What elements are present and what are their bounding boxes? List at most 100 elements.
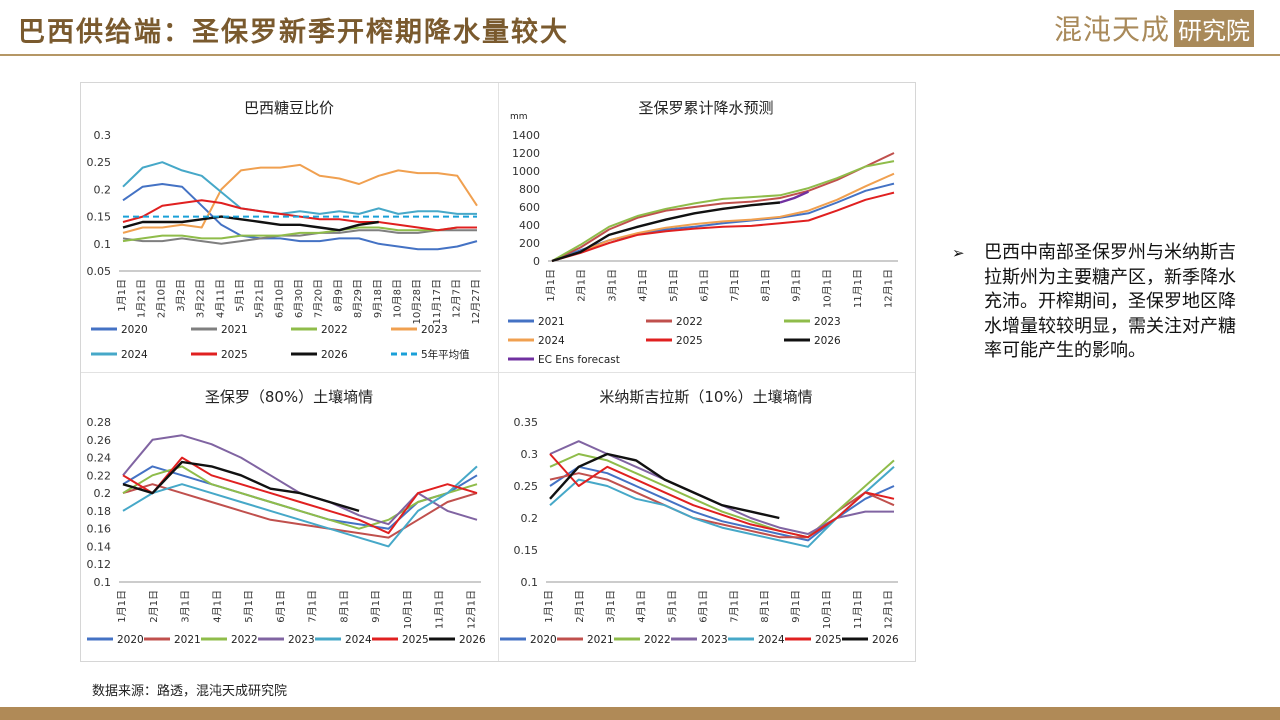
series-line-2026 <box>551 201 781 263</box>
series-line-2022 <box>549 453 895 539</box>
x-tick-label: 5月1日 <box>668 269 680 302</box>
legend-label: 2024 <box>758 634 785 646</box>
x-tick-label: 7月20日 <box>313 279 325 318</box>
x-tick-label: 8月9日 <box>332 279 344 312</box>
legend-label: 2023 <box>814 316 841 328</box>
series-line-2025 <box>549 453 895 539</box>
y-tick-label: 0 <box>533 255 540 268</box>
x-tick-label: 6月1日 <box>699 269 711 302</box>
legend-label: 2024 <box>538 335 565 347</box>
y-tick-label: 1000 <box>512 165 540 178</box>
logo: 混沌天成 研究院 <box>1053 9 1254 47</box>
x-tick-label: 11月1日 <box>852 590 864 629</box>
legend-label: 2023 <box>701 634 728 646</box>
x-tick-label: 12月1日 <box>883 590 895 629</box>
x-tick-label: 12月7日 <box>450 279 462 318</box>
series-line-2026 <box>122 460 360 513</box>
legend-label: 2025 <box>221 349 248 361</box>
series-line-2025 <box>551 191 895 262</box>
x-tick-label: 5月1日 <box>234 279 246 312</box>
x-tick-label: 11月1日 <box>434 590 446 629</box>
x-tick-label: 10月1日 <box>821 269 833 308</box>
x-tick-label: 8月1日 <box>338 590 350 623</box>
series-line-2025 <box>122 199 477 232</box>
chart-sugar-ethanol-ratio: 巴西糖豆比价 0.3 0.25 0.2 0.15 0.1 0.05 1月1日 1月21日 2月10… <box>81 83 498 372</box>
x-tick-label: 11月1日 <box>852 269 864 308</box>
data-source: 数据来源：路透，混沌天成研究院 <box>92 684 288 699</box>
x-tick-label: 10月8日 <box>391 279 403 318</box>
x-tick-label: 1月21日 <box>136 279 148 318</box>
series-line-2020 <box>122 183 478 251</box>
series-line-2021 <box>122 229 477 245</box>
y-tick-label: 0.15 <box>87 211 112 224</box>
legend-label: 2021 <box>221 324 248 336</box>
y-tick-label: 0.24 <box>87 452 112 465</box>
x-tick-label: 7月1日 <box>729 269 741 302</box>
series-line-2021 <box>122 483 478 539</box>
chart-title: 米纳斯吉拉斯（10%）土壤墒情 <box>599 388 812 406</box>
legend-label: 2020 <box>530 634 557 646</box>
series-line-2023 <box>551 160 895 262</box>
legend-label: 2026 <box>459 634 486 646</box>
series-line-2023 <box>549 440 894 535</box>
x-tick-label: 12月1日 <box>883 269 895 308</box>
chart-minas-soil: 米纳斯吉拉斯（10%）土壤墒情 0.35 0.3 0.25 0.2 0.15 0.1 1月1日… <box>498 372 915 661</box>
x-tick-label: 3月22日 <box>195 279 207 318</box>
unit-label: mm <box>510 112 528 122</box>
x-tick-label: 10月1日 <box>402 590 414 629</box>
x-tick-label: 1月1日 <box>116 279 128 312</box>
legend-label: 2022 <box>231 634 258 646</box>
x-tick-label: 9月18日 <box>372 279 384 318</box>
x-tick-label: 4月1日 <box>636 590 648 623</box>
x-tick-label: 6月30日 <box>293 279 305 318</box>
x-tick-label: 2月10日 <box>155 279 167 318</box>
y-tick-label: 0.2 <box>94 487 112 500</box>
legend-label: 2025 <box>815 634 842 646</box>
x-tick-label: 12月1日 <box>465 590 477 629</box>
legend-label: 2024 <box>121 349 148 361</box>
y-tick-label: 0.28 <box>87 416 112 429</box>
legend-label: 2025 <box>402 634 429 646</box>
y-tick-label: 0.3 <box>94 129 112 142</box>
y-tick-label: 0.2 <box>521 512 539 525</box>
legend-label: 2021 <box>538 316 565 328</box>
y-tick-label: 0.3 <box>521 448 539 461</box>
x-tick-label: 9月1日 <box>790 590 802 623</box>
legend-label: 2022 <box>321 324 348 336</box>
chart-frame: 巴西糖豆比价 0.3 0.25 0.2 0.15 0.1 0.05 1月1日 1月21日 2月10… <box>80 82 916 662</box>
chart-sao-paulo-soil: 圣保罗（80%）土壤墒情 0.28 0.26 0.24 0.22 0.2 0.18 0.16 0… <box>81 372 498 661</box>
legend-label: 2021 <box>174 634 201 646</box>
logo-main-text: 混沌天成 <box>1053 13 1170 46</box>
sidebar-note: ➢ 巴西中南部圣保罗州与米纳斯吉拉斯州为主要糖产区，新季降水充沛。开榨期间，圣保… <box>952 241 1246 364</box>
chart-svg-2: 圣保罗（80%）土壤墒情 0.28 0.26 0.24 0.22 0.2 0.18 0.16 0… <box>87 388 487 646</box>
x-tick-label: 4月1日 <box>637 269 649 302</box>
y-tick-label: 0.2 <box>94 183 112 196</box>
x-tick-label: 7月1日 <box>728 590 740 623</box>
x-tick-label: 2月1日 <box>148 590 160 623</box>
series-line-2022 <box>122 226 477 243</box>
chart-title: 圣保罗累计降水预测 <box>638 99 773 117</box>
y-tick-label: 400 <box>519 219 540 232</box>
logo-box-text: 研究院 <box>1174 9 1254 47</box>
legend-label: 5年平均值 <box>421 348 470 361</box>
x-tick-label: 5月1日 <box>243 590 255 623</box>
x-tick-label: 3月1日 <box>606 269 618 302</box>
chart-title: 圣保罗（80%）土壤墒情 <box>205 388 373 406</box>
legend-label: 2020 <box>121 324 148 336</box>
series-line-2023 <box>122 163 478 234</box>
y-tick-label: 1400 <box>512 129 540 142</box>
x-tick-label: 6月1日 <box>697 590 709 623</box>
legend-label: 2025 <box>676 335 703 347</box>
x-tick-label: 3月2日 <box>175 279 187 312</box>
x-tick-label: 6月10日 <box>273 279 285 318</box>
x-tick-label: 8月1日 <box>759 590 771 623</box>
footer-bar <box>0 707 1280 720</box>
x-tick-label: 4月1日 <box>211 590 223 623</box>
series-line-2024 <box>551 172 895 262</box>
page-title: 巴西供给端：圣保罗新季开榨期降水量较大 <box>18 17 569 48</box>
series-line-2024 <box>122 161 477 215</box>
legend-label: 2024 <box>345 634 372 646</box>
series-line-2022 <box>122 465 478 530</box>
x-tick-label: 10月28日 <box>411 279 423 324</box>
x-tick-label: 10月1日 <box>821 590 833 629</box>
